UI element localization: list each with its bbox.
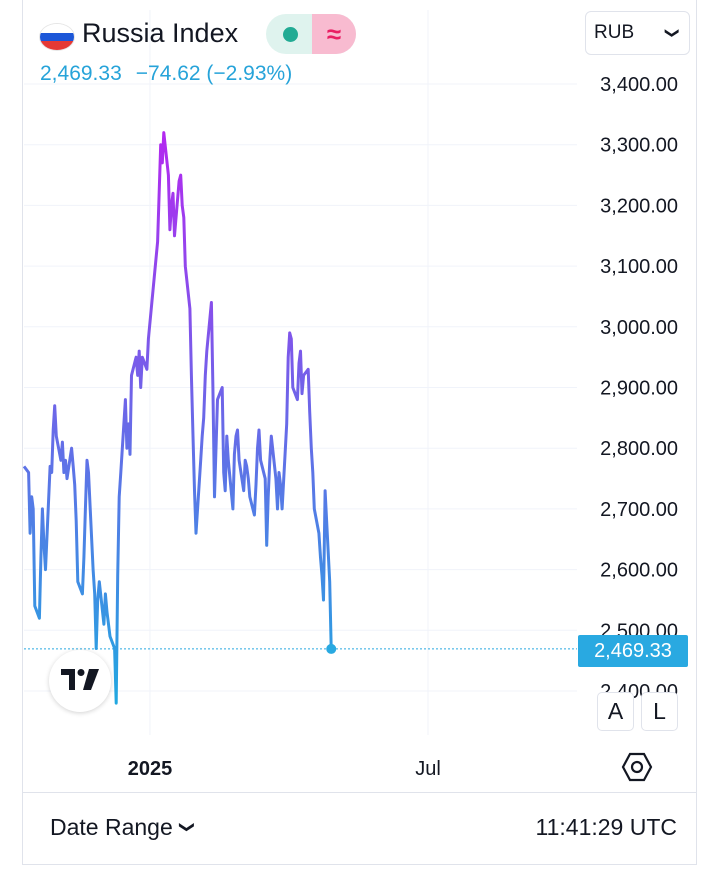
y-tick-label: 3,100.00 <box>600 256 678 278</box>
y-tick-label: 2,900.00 <box>600 378 678 400</box>
x-axis: 2025 Jul <box>128 758 441 780</box>
status-badge[interactable]: ≈ <box>266 14 356 54</box>
last-price-dot <box>326 643 337 654</box>
auto-scale-button[interactable]: A <box>597 692 634 731</box>
russia-flag-icon <box>40 24 74 50</box>
x-tick-label: Jul <box>415 758 441 780</box>
y-tick-label: 3,400.00 <box>600 74 678 96</box>
currency-select[interactable]: RUB ❯ <box>585 11 690 55</box>
chevron-down-icon: ❯ <box>178 820 196 834</box>
tradingview-logo-icon <box>61 669 99 690</box>
y-tick-label: 3,200.00 <box>600 195 678 217</box>
date-range-button[interactable]: Date Range ❯ <box>50 814 196 841</box>
market-open-dot-icon <box>283 27 298 42</box>
y-tick-label: 3,000.00 <box>600 317 678 339</box>
y-tick-label: 2,700.00 <box>600 499 678 521</box>
date-range-label: Date Range <box>50 814 173 840</box>
x-tick-label: 2025 <box>128 758 173 780</box>
y-axis: 3,400.00 3,300.00 3,200.00 3,100.00 3,000.00… <box>600 74 678 703</box>
symbol-title: Russia Index <box>82 18 239 48</box>
tradingview-logo[interactable] <box>49 650 111 712</box>
last-price: 2,469.33 <box>40 62 122 85</box>
y-tick-label: 2,800.00 <box>600 438 678 460</box>
footer-divider <box>22 792 697 793</box>
price-summary: 2,469.33 −74.62 (−2.93%) <box>40 62 306 86</box>
series-line <box>22 131 333 705</box>
y-tick-label: 3,300.00 <box>600 135 678 157</box>
price-change: −74.62 (−2.93%) <box>135 62 293 85</box>
chart-frame <box>22 0 697 865</box>
settings-button[interactable] <box>620 750 654 789</box>
currency-value: RUB <box>594 22 635 43</box>
delayed-data-icon: ≈ <box>312 14 356 54</box>
settings-icon <box>621 752 653 782</box>
log-scale-button[interactable]: L <box>641 692 678 731</box>
y-tick-label: 2,600.00 <box>600 560 678 582</box>
utc-clock: 11:41:29 UTC <box>535 814 677 840</box>
last-price-badge: 2,469.33 <box>578 635 688 667</box>
chevron-down-icon: ❯ <box>665 27 682 39</box>
